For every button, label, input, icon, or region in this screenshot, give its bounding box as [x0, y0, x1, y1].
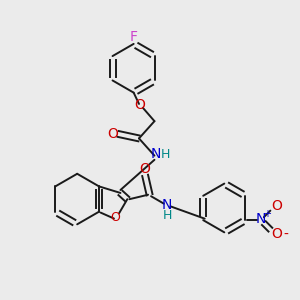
Text: H: H: [161, 148, 170, 161]
Text: +: +: [263, 208, 272, 219]
Text: O: O: [271, 199, 282, 213]
Text: N: N: [150, 147, 161, 161]
Text: N: N: [162, 198, 172, 212]
Text: F: F: [130, 30, 138, 44]
Text: O: O: [140, 162, 151, 176]
Text: -: -: [284, 228, 288, 242]
Text: H: H: [163, 209, 172, 222]
Text: O: O: [134, 98, 145, 112]
Text: O: O: [272, 227, 282, 241]
Text: O: O: [110, 211, 120, 224]
Text: O: O: [107, 127, 118, 141]
Text: N: N: [256, 212, 266, 226]
